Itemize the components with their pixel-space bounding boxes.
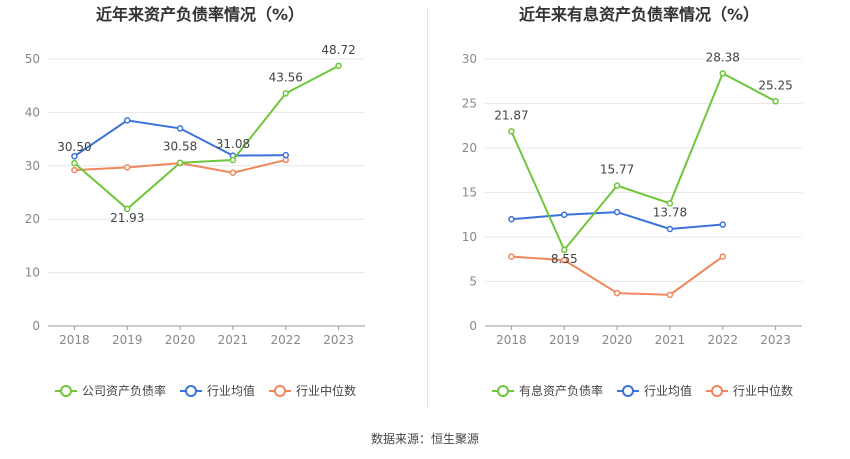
data-label: 48.72 <box>321 43 355 57</box>
x-tick-label: 2023 <box>323 333 354 347</box>
data-point <box>561 246 568 254</box>
data-point <box>508 253 515 260</box>
y-tick-label: 30 <box>25 159 40 173</box>
data-label: 28.38 <box>706 50 740 64</box>
legend-marker <box>497 385 509 397</box>
legend-marker <box>274 385 286 397</box>
x-tick-label: 2018 <box>59 333 90 347</box>
data-point <box>71 152 78 160</box>
y-tick-label: 50 <box>25 52 40 66</box>
chart-divider <box>427 8 428 408</box>
data-point <box>282 90 289 97</box>
series-line <box>73 64 340 211</box>
legend-label: 行业中位数 <box>296 383 356 398</box>
data-point <box>71 159 78 167</box>
data-label: 15.77 <box>600 163 634 177</box>
data-point <box>772 98 779 105</box>
x-tick-label: 2023 <box>760 333 791 347</box>
x-tick-label: 2019 <box>112 333 143 347</box>
data-point <box>124 205 131 213</box>
legend-label: 行业中位数 <box>733 383 793 398</box>
data-point <box>719 253 726 260</box>
data-point <box>71 166 78 174</box>
data-label: 30.50 <box>57 140 91 154</box>
debt-ratio-chart: 近年来资产负债率情况（%） 0 10 20 30 40 50 2018 2019 2020 2021… <box>25 5 365 398</box>
data-point <box>613 208 621 216</box>
data-point <box>282 151 289 159</box>
y-tick-label: 10 <box>25 266 40 280</box>
x-tick-label: 2019 <box>549 333 580 347</box>
x-tick-label: 2021 <box>218 333 249 347</box>
data-label: 21.87 <box>494 108 528 122</box>
legend-label: 行业均值 <box>644 383 692 398</box>
y-tick-label: 30 <box>462 52 477 66</box>
data-label: 25.25 <box>758 78 792 92</box>
x-tick-label: 2020 <box>165 333 196 347</box>
x-tick-label: 2021 <box>655 333 686 347</box>
chart-title: 近年来资产负债率情况（%） <box>96 5 304 24</box>
data-point <box>335 62 342 70</box>
data-point <box>666 291 674 299</box>
data-point <box>508 128 515 135</box>
data-point <box>561 211 568 218</box>
x-tick-label: 2018 <box>496 333 527 347</box>
data-point <box>176 125 184 132</box>
y-tick-label: 15 <box>462 186 477 200</box>
legend-label: 有息资产负债率 <box>519 383 603 398</box>
legend-marker <box>711 385 723 397</box>
y-tick-label: 5 <box>469 275 477 289</box>
data-point <box>229 169 237 176</box>
data-source-note: 数据来源：恒生聚源 <box>370 432 479 446</box>
legend-label: 公司资产负债率 <box>82 383 166 398</box>
data-point <box>719 70 726 77</box>
y-tick-label: 25 <box>462 97 477 111</box>
legend-marker <box>622 385 634 397</box>
data-point <box>666 200 674 207</box>
data-point <box>561 256 568 264</box>
y-tick-label: 20 <box>462 141 477 155</box>
series-line <box>510 72 777 252</box>
data-label: 21.93 <box>110 211 144 225</box>
y-tick-label: 10 <box>462 230 477 244</box>
data-point <box>124 117 131 124</box>
data-point <box>613 182 621 189</box>
data-point <box>508 215 515 223</box>
data-point <box>229 156 237 164</box>
data-point <box>719 221 726 228</box>
x-tick-label: 2020 <box>602 333 633 347</box>
series-line <box>511 255 724 296</box>
data-point <box>666 225 674 233</box>
y-tick-label: 0 <box>32 319 40 333</box>
data-point <box>613 289 621 297</box>
legend-marker <box>185 385 197 397</box>
chart-title: 近年来有息资产负债率情况（%） <box>519 5 759 24</box>
data-label: 31.08 <box>216 137 250 151</box>
y-tick-label: 0 <box>469 319 477 333</box>
x-tick-label: 2022 <box>707 333 738 347</box>
interest-debt-ratio-chart: 近年来有息资产负债率情况（%） 0 5 10 15 20 25 30 2018 2019 2020 2… <box>462 5 802 398</box>
data-label: 13.78 <box>653 205 687 219</box>
y-tick-label: 20 <box>25 212 40 226</box>
legend-marker <box>60 385 72 397</box>
y-tick-label: 40 <box>25 105 40 119</box>
x-tick-label: 2022 <box>270 333 301 347</box>
data-point <box>124 164 131 171</box>
data-label: 8.55 <box>551 252 578 266</box>
data-label: 43.56 <box>269 70 303 84</box>
data-point <box>176 159 184 166</box>
data-label: 30.58 <box>163 140 197 154</box>
legend-label: 行业均值 <box>207 383 255 398</box>
